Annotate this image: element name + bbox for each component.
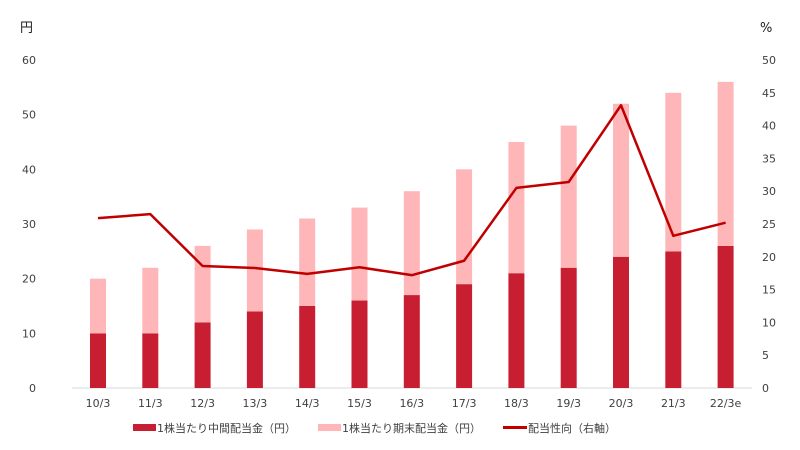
bar-interim bbox=[246, 311, 263, 388]
bar-yearend bbox=[142, 267, 159, 334]
legend-label-payout: 配当性向（右軸） bbox=[528, 421, 616, 435]
right-axis-label: % bbox=[760, 21, 772, 36]
right-tick-label: 45 bbox=[762, 87, 776, 100]
bar-interim bbox=[142, 333, 159, 388]
legend-label-interim: 1株当たり中間配当金（円） bbox=[157, 421, 296, 435]
legend-swatch-interim bbox=[133, 424, 156, 431]
x-tick-label: 18/3 bbox=[504, 397, 529, 410]
bar-yearend bbox=[90, 278, 106, 334]
left-tick-label: 0 bbox=[29, 382, 36, 395]
legend-swatch-yearend bbox=[318, 424, 341, 431]
left-tick-label: 30 bbox=[22, 218, 36, 231]
left-axis-label: 円 bbox=[20, 21, 33, 36]
bar-yearend bbox=[456, 169, 473, 285]
right-tick-label: 25 bbox=[762, 218, 776, 231]
right-tick-label: 30 bbox=[762, 185, 776, 198]
legend: 1株当たり中間配当金（円） 1株当たり期末配当金（円） 配当性向（右軸） bbox=[133, 421, 616, 435]
x-tick-label: 10/3 bbox=[86, 397, 111, 410]
left-tick-label: 20 bbox=[22, 273, 36, 286]
bar-interim bbox=[299, 306, 316, 388]
x-tick-label: 12/3 bbox=[190, 397, 215, 410]
x-tick-label: 14/3 bbox=[295, 397, 320, 410]
right-tick-label: 0 bbox=[762, 382, 769, 395]
bar-yearend bbox=[351, 207, 368, 301]
bar-yearend bbox=[665, 92, 682, 252]
left-tick-label: 40 bbox=[22, 163, 36, 176]
x-tick-label: 15/3 bbox=[347, 397, 372, 410]
bar-interim bbox=[403, 295, 420, 388]
left-tick-label: 60 bbox=[22, 54, 36, 67]
x-tick-label: 17/3 bbox=[452, 397, 477, 410]
bar-yearend bbox=[299, 218, 316, 306]
bar-interim bbox=[351, 300, 368, 388]
x-tick-label: 22/3e bbox=[710, 397, 742, 410]
x-tick-label: 16/3 bbox=[399, 397, 424, 410]
bar-interim bbox=[456, 284, 473, 388]
bar-interim bbox=[613, 256, 629, 388]
bar-yearend bbox=[194, 245, 211, 323]
x-tick-label: 13/3 bbox=[243, 397, 268, 410]
bar-interim bbox=[665, 251, 682, 388]
x-tick-label: 19/3 bbox=[556, 397, 581, 410]
legend-label-yearend: 1株当たり期末配当金（円） bbox=[342, 421, 481, 435]
bar-interim bbox=[717, 245, 734, 388]
bar-yearend bbox=[613, 103, 629, 257]
bar-interim bbox=[560, 267, 577, 388]
right-tick-label: 20 bbox=[762, 251, 776, 264]
bar-interim bbox=[90, 333, 106, 388]
right-tick-label: 40 bbox=[762, 120, 776, 133]
bar-interim bbox=[194, 322, 211, 388]
right-tick-label: 10 bbox=[762, 316, 776, 329]
bar-yearend bbox=[246, 229, 263, 312]
left-tick-label: 10 bbox=[22, 327, 36, 340]
right-tick-label: 35 bbox=[762, 152, 776, 165]
bar-interim bbox=[508, 273, 525, 388]
right-tick-label: 5 bbox=[762, 349, 769, 362]
bar-yearend bbox=[508, 142, 525, 274]
left-tick-label: 50 bbox=[22, 109, 36, 122]
x-tick-label: 21/3 bbox=[661, 397, 686, 410]
x-tick-label: 20/3 bbox=[609, 397, 634, 410]
x-tick-label: 11/3 bbox=[138, 397, 163, 410]
bar-yearend bbox=[717, 81, 734, 246]
bar-yearend bbox=[403, 191, 420, 296]
right-tick-label: 15 bbox=[762, 284, 776, 297]
right-tick-label: 50 bbox=[762, 54, 776, 67]
bar-yearend bbox=[560, 125, 577, 268]
